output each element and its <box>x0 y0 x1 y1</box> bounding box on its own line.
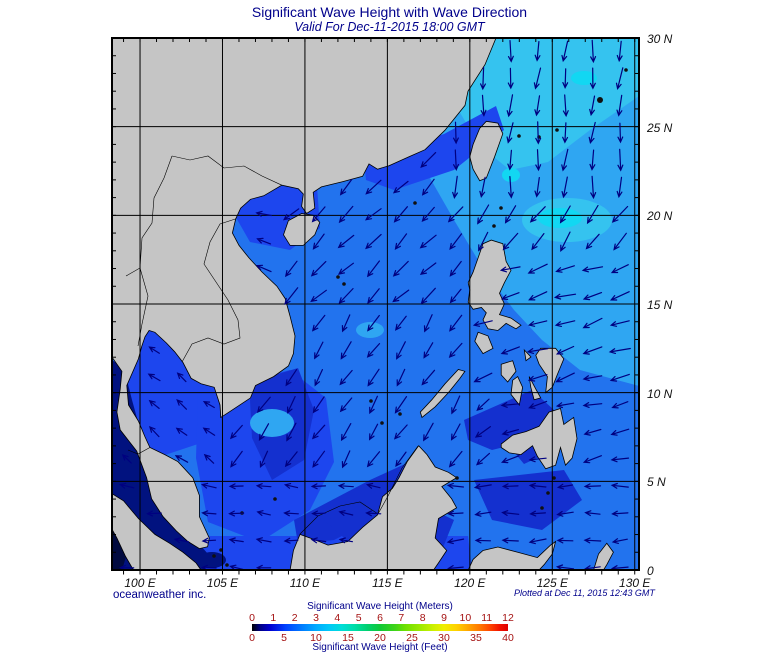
lat-label: 5 N <box>647 475 666 490</box>
colorbar-gradient <box>252 624 508 631</box>
land-mindanao <box>500 407 578 470</box>
land-halmahera <box>593 542 614 570</box>
colorbar-meters-tick: 7 <box>398 612 405 624</box>
colorbar-title-feet: Significant Wave Height (Feet) <box>312 642 448 653</box>
colorbar-meters-tick: 1 <box>270 612 277 624</box>
colorbar-feet-tick: 5 <box>281 632 287 644</box>
colorbar-meters-tick: 0 <box>249 612 255 624</box>
lat-label: 30 N <box>647 32 673 46</box>
colorbar-feet-tick: 35 <box>470 632 482 644</box>
wave-direction-arrows <box>118 39 631 570</box>
land-mindoro <box>474 331 494 355</box>
land-panay <box>500 360 517 383</box>
wave-map <box>111 37 640 575</box>
map-svg <box>111 37 640 575</box>
land-sumatra <box>112 493 202 570</box>
colorbar-meters-tick: 6 <box>377 612 383 624</box>
colorbar-meters-tick: 11 <box>481 612 493 624</box>
colorbar-feet-tick: 10 <box>310 632 322 644</box>
colorbar-meters-tick: 12 <box>502 612 514 624</box>
colorbar-meters-tick: 10 <box>459 612 472 624</box>
lon-label: 100 E <box>124 576 156 590</box>
land-negros <box>510 375 524 406</box>
colorbar-meters-tick: 2 <box>291 612 298 624</box>
land-palawan <box>419 369 466 419</box>
lon-label: 130 E <box>619 576 651 590</box>
colorbar-feet-tick: 15 <box>342 632 354 644</box>
colorbar-feet-tick: 30 <box>438 632 450 644</box>
oceanweather-credit: oceanweather inc. <box>113 589 207 601</box>
colorbar-meters-tick: 3 <box>313 612 319 624</box>
colorbar-meters-tick: 5 <box>355 612 362 624</box>
lon-label: 105 E <box>206 576 239 590</box>
lon-label: 120 E <box>454 576 486 590</box>
lon-label: 125 E <box>536 576 568 590</box>
colorbar-feet-tick: 40 <box>502 632 514 644</box>
land-borneo <box>289 445 458 570</box>
land-luzon <box>467 239 522 331</box>
land-mainland <box>112 38 497 550</box>
colorbar-feet-tick: 25 <box>406 632 418 644</box>
lat-label: 10 N <box>647 386 673 401</box>
lat-label: 0 <box>647 563 654 578</box>
land-layer <box>112 38 628 570</box>
colorbar-feet-tick: 20 <box>374 632 386 644</box>
colorbar-meters-tick: 9 <box>441 612 447 624</box>
colorbar-meters-tick: 4 <box>334 612 341 624</box>
land-taiwan <box>469 120 504 182</box>
lat-label: 15 N <box>647 297 673 312</box>
land-sulawesi <box>467 540 557 570</box>
land-cebu <box>528 376 542 401</box>
lon-label: 110 E <box>289 576 321 590</box>
map-border <box>111 37 640 571</box>
lon-label: 115 E <box>372 576 403 590</box>
colorbar-feet-tick: 0 <box>249 632 255 644</box>
land-hainan <box>283 213 321 246</box>
colorbar-title-meters: Significant Wave Height (Meters) <box>307 601 453 612</box>
colorbar-meters-tick: 8 <box>419 612 426 624</box>
lat-label: 25 N <box>647 120 673 135</box>
page-title: Significant Wave Height with Wave Direct… <box>251 4 528 20</box>
lat-label: 20 N <box>647 209 673 224</box>
plotted-timestamp: Plotted at Dec 11, 2015 12:43 GMT <box>514 588 655 598</box>
land-masbate <box>523 348 532 362</box>
valid-time-subtitle: Valid For Dec-11-2015 18:00 GMT <box>294 20 485 34</box>
